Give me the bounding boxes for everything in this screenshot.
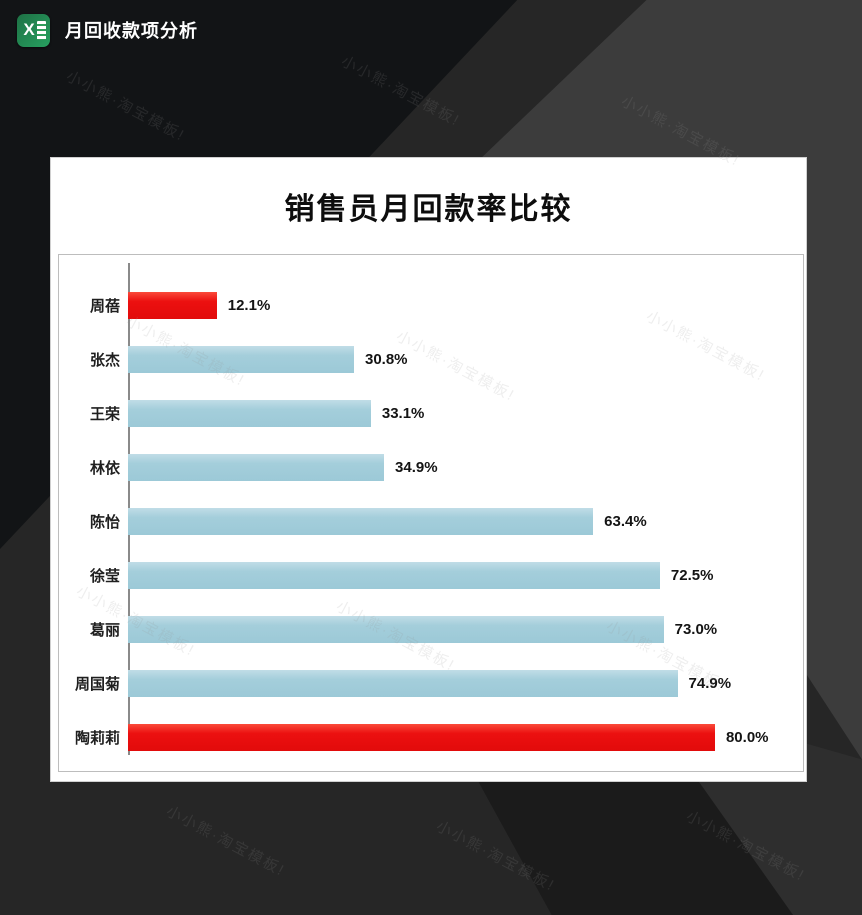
- bar: [128, 453, 385, 481]
- bar: [128, 615, 664, 643]
- bar: [128, 507, 594, 535]
- chart-row: 周国菊 74.9%: [59, 656, 803, 710]
- header: X 月回收款项分析: [0, 0, 862, 60]
- category-label: 王荣: [89, 405, 120, 423]
- bar-area: 74.9%: [128, 669, 803, 697]
- chart-row: 周蓓 12.1%: [59, 278, 803, 332]
- category-label: 陶莉莉: [74, 729, 120, 747]
- bar-value-label: 34.9%: [395, 458, 438, 476]
- bar-area: 80.0%: [128, 723, 803, 751]
- excel-icon-letter: X: [23, 19, 35, 39]
- bar-area: 72.5%: [128, 561, 803, 589]
- chart-rows: 周蓓 12.1% 张杰 30.8% 王荣 33.1% 林依 34.9% 陈怡 6…: [59, 255, 803, 771]
- category-label: 陈怡: [89, 513, 120, 531]
- bar: [128, 723, 715, 751]
- bar-area: 73.0%: [128, 615, 803, 643]
- excel-icon-sheet: [37, 20, 46, 40]
- watermark: 小小熊·淘宝模板!: [163, 802, 288, 880]
- bar-area: 30.8%: [128, 345, 803, 373]
- bar-area: 34.9%: [128, 453, 803, 481]
- bar: [128, 399, 371, 427]
- category-label: 周蓓: [89, 297, 120, 315]
- chart-row: 林依 34.9%: [59, 440, 803, 494]
- bar-value-label: 33.1%: [381, 404, 425, 422]
- category-label: 周国菊: [74, 675, 120, 693]
- chart-row: 张杰 30.8%: [59, 332, 803, 386]
- category-label: 林依: [89, 459, 120, 477]
- chart-row: 陈怡 63.4%: [59, 494, 803, 548]
- bar: [128, 669, 678, 697]
- bar-value-label: 72.5%: [670, 566, 714, 584]
- bar-area: 33.1%: [128, 399, 803, 427]
- bar-area: 12.1%: [128, 291, 803, 319]
- bar-area: 63.4%: [128, 507, 803, 535]
- page-title: 月回收款项分析: [65, 21, 198, 41]
- category-label: 葛丽: [89, 621, 120, 639]
- excel-icon: X: [17, 13, 50, 47]
- bar-value-label: 74.9%: [688, 674, 732, 692]
- bar-value-label: 63.4%: [604, 512, 647, 530]
- chart-row: 徐莹 72.5%: [59, 548, 803, 602]
- bar: [128, 345, 354, 373]
- bar-value-label: 80.0%: [725, 728, 769, 746]
- category-label: 张杰: [89, 351, 120, 369]
- category-label: 徐莹: [89, 567, 120, 585]
- bar-value-label: 30.8%: [364, 350, 408, 368]
- bar-value-label: 73.0%: [674, 620, 718, 638]
- plot-area: 周蓓 12.1% 张杰 30.8% 王荣 33.1% 林依 34.9% 陈怡 6…: [58, 254, 804, 772]
- chart-card: 销售员月回款率比较 周蓓 12.1% 张杰 30.8% 王荣 33.1% 林依 …: [50, 157, 807, 782]
- bar: [128, 291, 217, 319]
- chart-title: 销售员月回款率比较: [284, 193, 573, 226]
- chart-row: 陶莉莉 80.0%: [59, 710, 803, 764]
- bar-value-label: 12.1%: [227, 296, 271, 314]
- bar: [128, 561, 660, 589]
- chart-row: 王荣 33.1%: [59, 386, 803, 440]
- chart-row: 葛丽 73.0%: [59, 602, 803, 656]
